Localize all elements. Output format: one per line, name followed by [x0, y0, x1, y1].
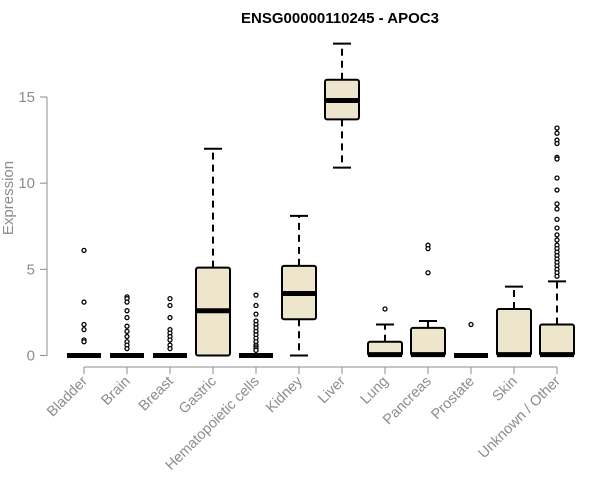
outlier-point — [124, 308, 130, 314]
outlier-point — [81, 299, 87, 305]
box-bladder — [67, 247, 101, 358]
x-tick-label: Breast — [136, 374, 177, 415]
outlier-point — [124, 328, 130, 335]
outlier-point — [425, 270, 431, 276]
outlier-point — [124, 323, 130, 329]
outlier-point — [167, 295, 173, 302]
box-hematopoietic-cells — [239, 292, 273, 358]
outlier-point — [554, 130, 560, 136]
box-brain — [110, 294, 144, 358]
outlier-point — [554, 232, 560, 238]
box-lung — [367, 306, 403, 358]
y-axis-label: Expression — [0, 161, 17, 235]
x-tick-label: Prostate — [428, 374, 477, 423]
outlier-point — [124, 345, 130, 352]
outlier-point — [425, 246, 431, 252]
outlier-point — [468, 321, 474, 328]
y-tick-label: 0 — [27, 348, 35, 365]
box-body — [239, 353, 273, 358]
outlier-point — [124, 314, 130, 321]
outlier-point — [253, 302, 259, 309]
outlier-point — [554, 201, 560, 207]
box-pancreas — [410, 242, 446, 358]
box-breast — [153, 295, 187, 358]
y-axis: 0 5 10 15 — [18, 89, 48, 365]
box-body — [67, 353, 101, 358]
box-gastric — [195, 147, 231, 357]
outlier-point — [81, 247, 87, 254]
box-kidney — [281, 214, 317, 357]
outlier-point — [81, 339, 87, 345]
outlier-point — [253, 311, 259, 317]
outlier-point — [124, 333, 130, 340]
outlier-point — [81, 326, 87, 333]
outlier-point — [554, 216, 560, 223]
outlier-point — [554, 237, 560, 243]
outlier-point — [81, 321, 87, 328]
y-tick-label: 15 — [18, 89, 35, 106]
plot-area — [67, 42, 575, 358]
x-tick-label: Liver — [315, 373, 349, 407]
box-body — [496, 307, 532, 357]
x-tick-label: Skin — [490, 374, 521, 405]
outlier-point — [167, 314, 173, 321]
outlier-point — [382, 306, 388, 312]
outlier-point — [554, 156, 560, 162]
box-unknown-other — [539, 125, 575, 358]
outlier-point — [554, 206, 560, 212]
outlier-point — [124, 299, 130, 305]
box-liver — [324, 42, 360, 169]
x-tick-label: Bladder — [44, 373, 91, 420]
y-tick-label: 10 — [18, 175, 35, 192]
outlier-point — [554, 273, 560, 279]
outlier-point — [167, 302, 173, 309]
outlier-point — [167, 345, 173, 352]
outlier-point — [253, 292, 259, 298]
outlier-point — [167, 337, 173, 343]
x-tick-label: Brain — [99, 374, 134, 409]
chart-title: ENSG00000110245 - APOC3 — [241, 10, 439, 27]
box-body — [110, 353, 144, 358]
box-body — [539, 323, 575, 357]
outlier-point — [554, 140, 560, 147]
outlier-point — [554, 125, 560, 131]
outlier-point — [554, 175, 560, 181]
outlier-point — [554, 225, 560, 231]
box-prostate — [454, 321, 488, 358]
box-body — [454, 353, 488, 358]
x-tick-label: Kidney — [263, 373, 306, 416]
x-tick-label: Lung — [358, 374, 392, 408]
x-tick-label: Unknown / Other — [476, 373, 564, 461]
box-body — [153, 353, 187, 358]
outlier-point — [554, 187, 560, 193]
box-body — [410, 326, 446, 357]
outlier-point — [253, 347, 259, 353]
box-skin — [496, 285, 532, 358]
y-tick-label: 5 — [27, 261, 35, 278]
